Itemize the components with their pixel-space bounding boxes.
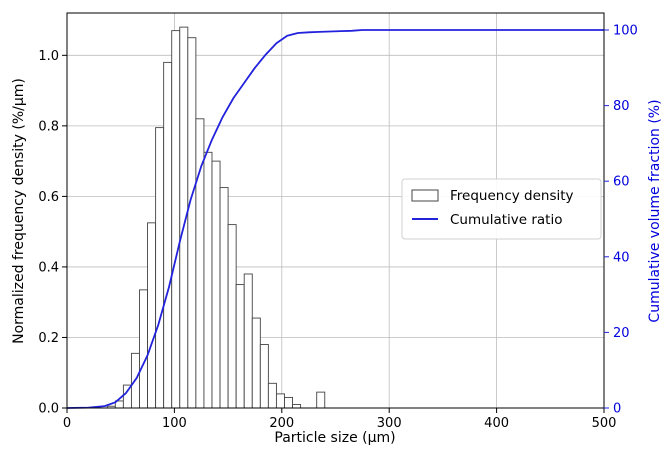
x-tick-label: 400 [484,416,509,431]
histogram-bar [227,224,237,409]
y-tick-label: 0.8 [38,119,59,134]
plot-frame [66,12,605,409]
y2-tick-label: 20 [613,326,630,341]
legend-label-cumulative: Cumulative ratio [450,212,562,228]
legend: Frequency density Cumulative ratio [401,178,602,240]
histogram-bar [163,61,173,409]
histogram-bar [316,391,326,409]
histogram-bar [171,30,181,409]
legend-swatch-frequency [411,189,439,202]
y2-tick-label: 60 [613,175,630,190]
y-tick-label: 1.0 [38,49,59,64]
x-tick-label: 200 [269,416,294,431]
y-tick-label: 0.2 [38,331,59,346]
y-tick-label: 0.6 [38,190,59,205]
y-axis-left: 0.0 0.2 0.4 0.6 0.8 1.0 [38,49,67,417]
histogram-bar [203,151,213,409]
x-axis-title: Particle size (μm) [274,430,395,446]
histogram-bar [147,222,157,409]
x-tick-label: 300 [377,416,402,431]
histogram-bar [284,396,293,409]
y2-tick-label: 40 [613,250,630,265]
histogram-bar [275,393,285,409]
cumulative-line [66,29,604,409]
x-tick-label: 100 [162,416,187,431]
x-axis: 0 100 200 300 400 500 [63,408,617,431]
histogram-bar [235,284,245,409]
x-tick-label: 500 [592,416,617,431]
histogram-bar [251,317,261,409]
histogram-bar [292,404,302,409]
y2-tick-label: 80 [613,99,630,114]
y2-tick-label: 100 [613,24,638,39]
y-tick-label: 0.4 [38,260,59,275]
histogram-bars [106,26,326,409]
legend-label-frequency: Frequency density [450,188,574,204]
y-tick-label: 0.0 [38,402,59,417]
y-axis-title: Normalized frequency density (%/μm) [11,78,27,344]
x-tick-label: 0 [63,416,71,431]
y2-tick-label: 0 [613,402,621,417]
histogram-bar [155,127,165,409]
histogram-bar [139,289,148,409]
cumulative-line-path [66,29,604,409]
histogram-bar [243,273,253,409]
histogram-bar [187,37,197,409]
histogram-bar [211,160,221,409]
legend-box [401,178,602,240]
histogram-bar [219,187,229,409]
y-axis-right: 0 20 40 60 80 100 [604,24,638,417]
y2-axis-title: Cumulative volume fraction (%) [647,99,663,322]
histogram-bar [259,344,269,409]
histogram-bar [267,382,277,409]
